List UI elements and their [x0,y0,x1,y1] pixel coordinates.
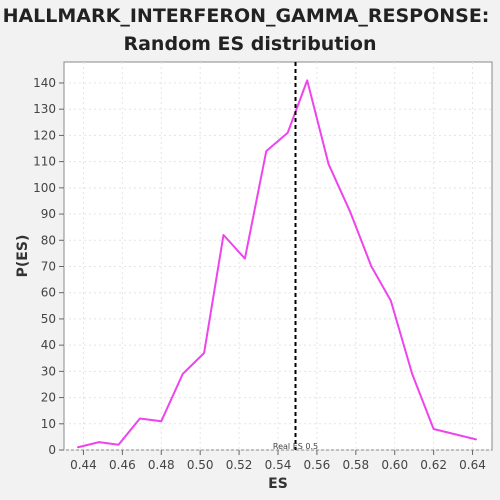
es-data-point [411,373,413,375]
x-tick-label: 0.62 [420,458,447,472]
plot-area [63,61,493,451]
es-data-point [244,258,246,260]
y-tick-label: 90 [41,207,56,221]
chart-title-line2: Random ES distribution [123,33,376,55]
x-tick-label: 0.48 [148,458,175,472]
x-tick-label: 0.54 [265,458,292,472]
x-tick-label: 0.64 [459,458,486,472]
es-data-point [287,132,289,134]
y-tick-label: 20 [41,391,56,405]
x-tick-label: 0.46 [109,458,136,472]
es-data-point [306,79,308,81]
real-es-marker-label: Real ES 0.5 [273,442,318,451]
es-data-point [160,420,162,422]
series-layer [77,79,478,449]
y-tick-label: 0 [48,443,56,457]
y-tick-label: 60 [41,286,56,300]
y-tick-label: 130 [33,102,56,116]
es-data-point [117,444,120,446]
x-tick-label: 0.52 [226,458,253,472]
x-axis-label: ES [268,476,288,492]
es-data-point [327,163,330,165]
y-tick-label: 140 [33,76,56,90]
y-tick-label: 70 [41,259,56,273]
y-tick-label: 50 [41,312,56,326]
x-axis-ticks: 0.44 0.46 0.48 0.50 0.52 0.54 0.56 0.58 0.60 0.62… [70,450,486,472]
es-data-point [265,150,267,152]
es-data-point [77,446,79,448]
es-data-point [370,265,372,268]
y-axis-label: P(ES) [15,235,31,278]
es-data-point [349,210,351,213]
y-axis-ticks: 0 10 20 30 40 50 60 70 80 90 100 110 120 130 140 [33,76,64,457]
es-data-point [475,438,478,441]
y-tick-label: 80 [41,233,56,247]
es-data-point [98,441,100,443]
x-tick-label: 0.58 [342,458,369,472]
y-tick-label: 30 [41,364,56,378]
es-data-point [182,373,184,375]
es-data-point [203,352,205,354]
y-tick-label: 120 [33,128,56,142]
grid-lines [64,62,492,451]
x-tick-label: 0.60 [381,458,408,472]
x-tick-label: 0.56 [304,458,331,472]
y-tick-label: 110 [33,155,56,169]
x-tick-label: 0.50 [187,458,214,472]
annotation-layer: Real ES 0.5 [273,62,318,451]
y-tick-label: 10 [41,417,56,431]
x-tick-label: 0.44 [70,458,97,472]
es-data-point [222,234,225,236]
y-tick-label: 100 [33,181,56,195]
y-tick-label: 40 [41,338,56,352]
es-data-point [433,428,435,430]
es-data-point [390,299,392,302]
chart-title-line1: HALLMARK_INTERFERON_GAMMA_RESPONSE: [3,5,490,27]
es-data-point [139,417,141,420]
